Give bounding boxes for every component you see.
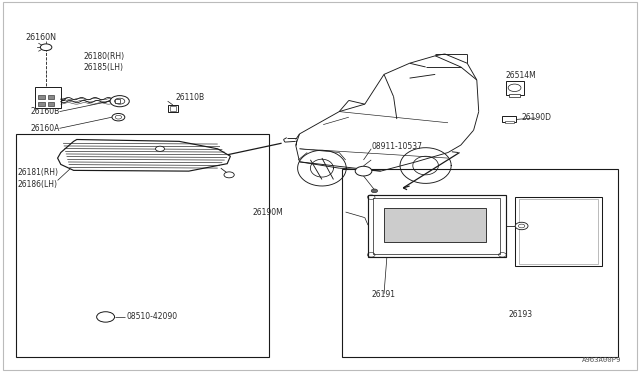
Text: 26185(LH): 26185(LH) [83,63,123,72]
Circle shape [515,222,528,230]
Bar [170,106,176,111]
Bar [384,208,486,242]
Circle shape [355,166,372,176]
Text: 26181(RH): 26181(RH) [18,169,59,177]
Text: N: N [361,169,366,174]
Bar [16,134,269,357]
Bar [38,95,45,99]
Circle shape [97,312,115,322]
Bar [515,197,602,266]
Text: 26160B: 26160B [30,107,60,116]
Text: 26160A: 26160A [30,124,60,133]
Bar [502,116,516,122]
Bar [115,99,120,103]
Text: 08510-42090: 08510-42090 [127,312,178,321]
Bar [373,198,500,254]
Circle shape [371,189,378,193]
Bar [35,87,61,108]
Text: 26160N: 26160N [26,33,56,42]
Bar [509,94,520,97]
Text: 26190M: 26190M [252,208,283,217]
Circle shape [40,44,52,51]
Text: 26180(RH): 26180(RH) [83,52,124,61]
Text: 26190D: 26190D [522,113,552,122]
Bar [368,195,506,257]
Bar [38,102,45,106]
Text: S: S [103,314,108,320]
Bar [505,121,514,123]
Text: 26193: 26193 [509,310,533,319]
Text: 26191: 26191 [371,290,396,299]
Circle shape [224,172,234,178]
Text: A963A00P9: A963A00P9 [581,357,621,363]
Circle shape [156,146,164,151]
Text: 26110B: 26110B [175,93,205,102]
Bar [506,81,524,95]
Bar [342,169,618,357]
Text: 08911-10537: 08911-10537 [371,142,422,151]
Circle shape [112,113,125,121]
Bar [48,95,54,99]
Circle shape [110,96,129,107]
PathPatch shape [58,140,230,171]
Text: 26186(LH): 26186(LH) [18,180,58,189]
Bar [48,102,54,106]
Text: 26514M: 26514M [506,71,536,80]
Bar [519,199,598,264]
Bar [168,105,178,112]
